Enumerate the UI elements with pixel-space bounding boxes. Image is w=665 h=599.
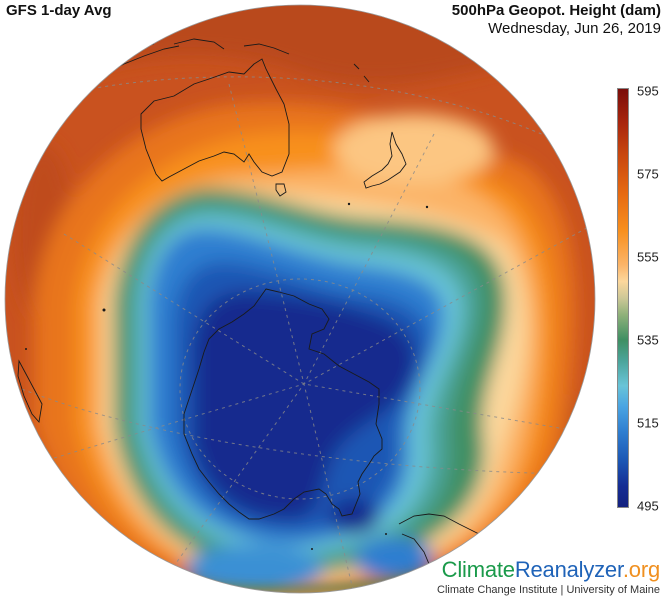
globe-map	[4, 4, 596, 594]
colorbar-tick-535: 535	[637, 332, 659, 348]
colorbar	[617, 88, 629, 508]
colorbar-tick-575: 575	[637, 166, 659, 182]
colorbar-tick-595: 595	[637, 83, 659, 99]
chart-header: 500hPa Geopot. Height (dam) Wednesday, J…	[452, 2, 661, 38]
model-title: GFS 1-day Avg	[6, 2, 112, 19]
date-label: Wednesday, Jun 26, 2019	[488, 20, 661, 37]
climate-reanalyzer-logo: ClimateReanalyzer.org	[441, 557, 661, 582]
variable-title: 500hPa Geopot. Height (dam)	[451, 2, 661, 19]
colorbar-tick-555: 555	[637, 249, 659, 265]
colorbar-tick-515: 515	[637, 415, 659, 431]
institution-credit: Climate Change Institute | University of…	[437, 584, 660, 596]
colorbar-tick-495: 495	[637, 498, 659, 514]
